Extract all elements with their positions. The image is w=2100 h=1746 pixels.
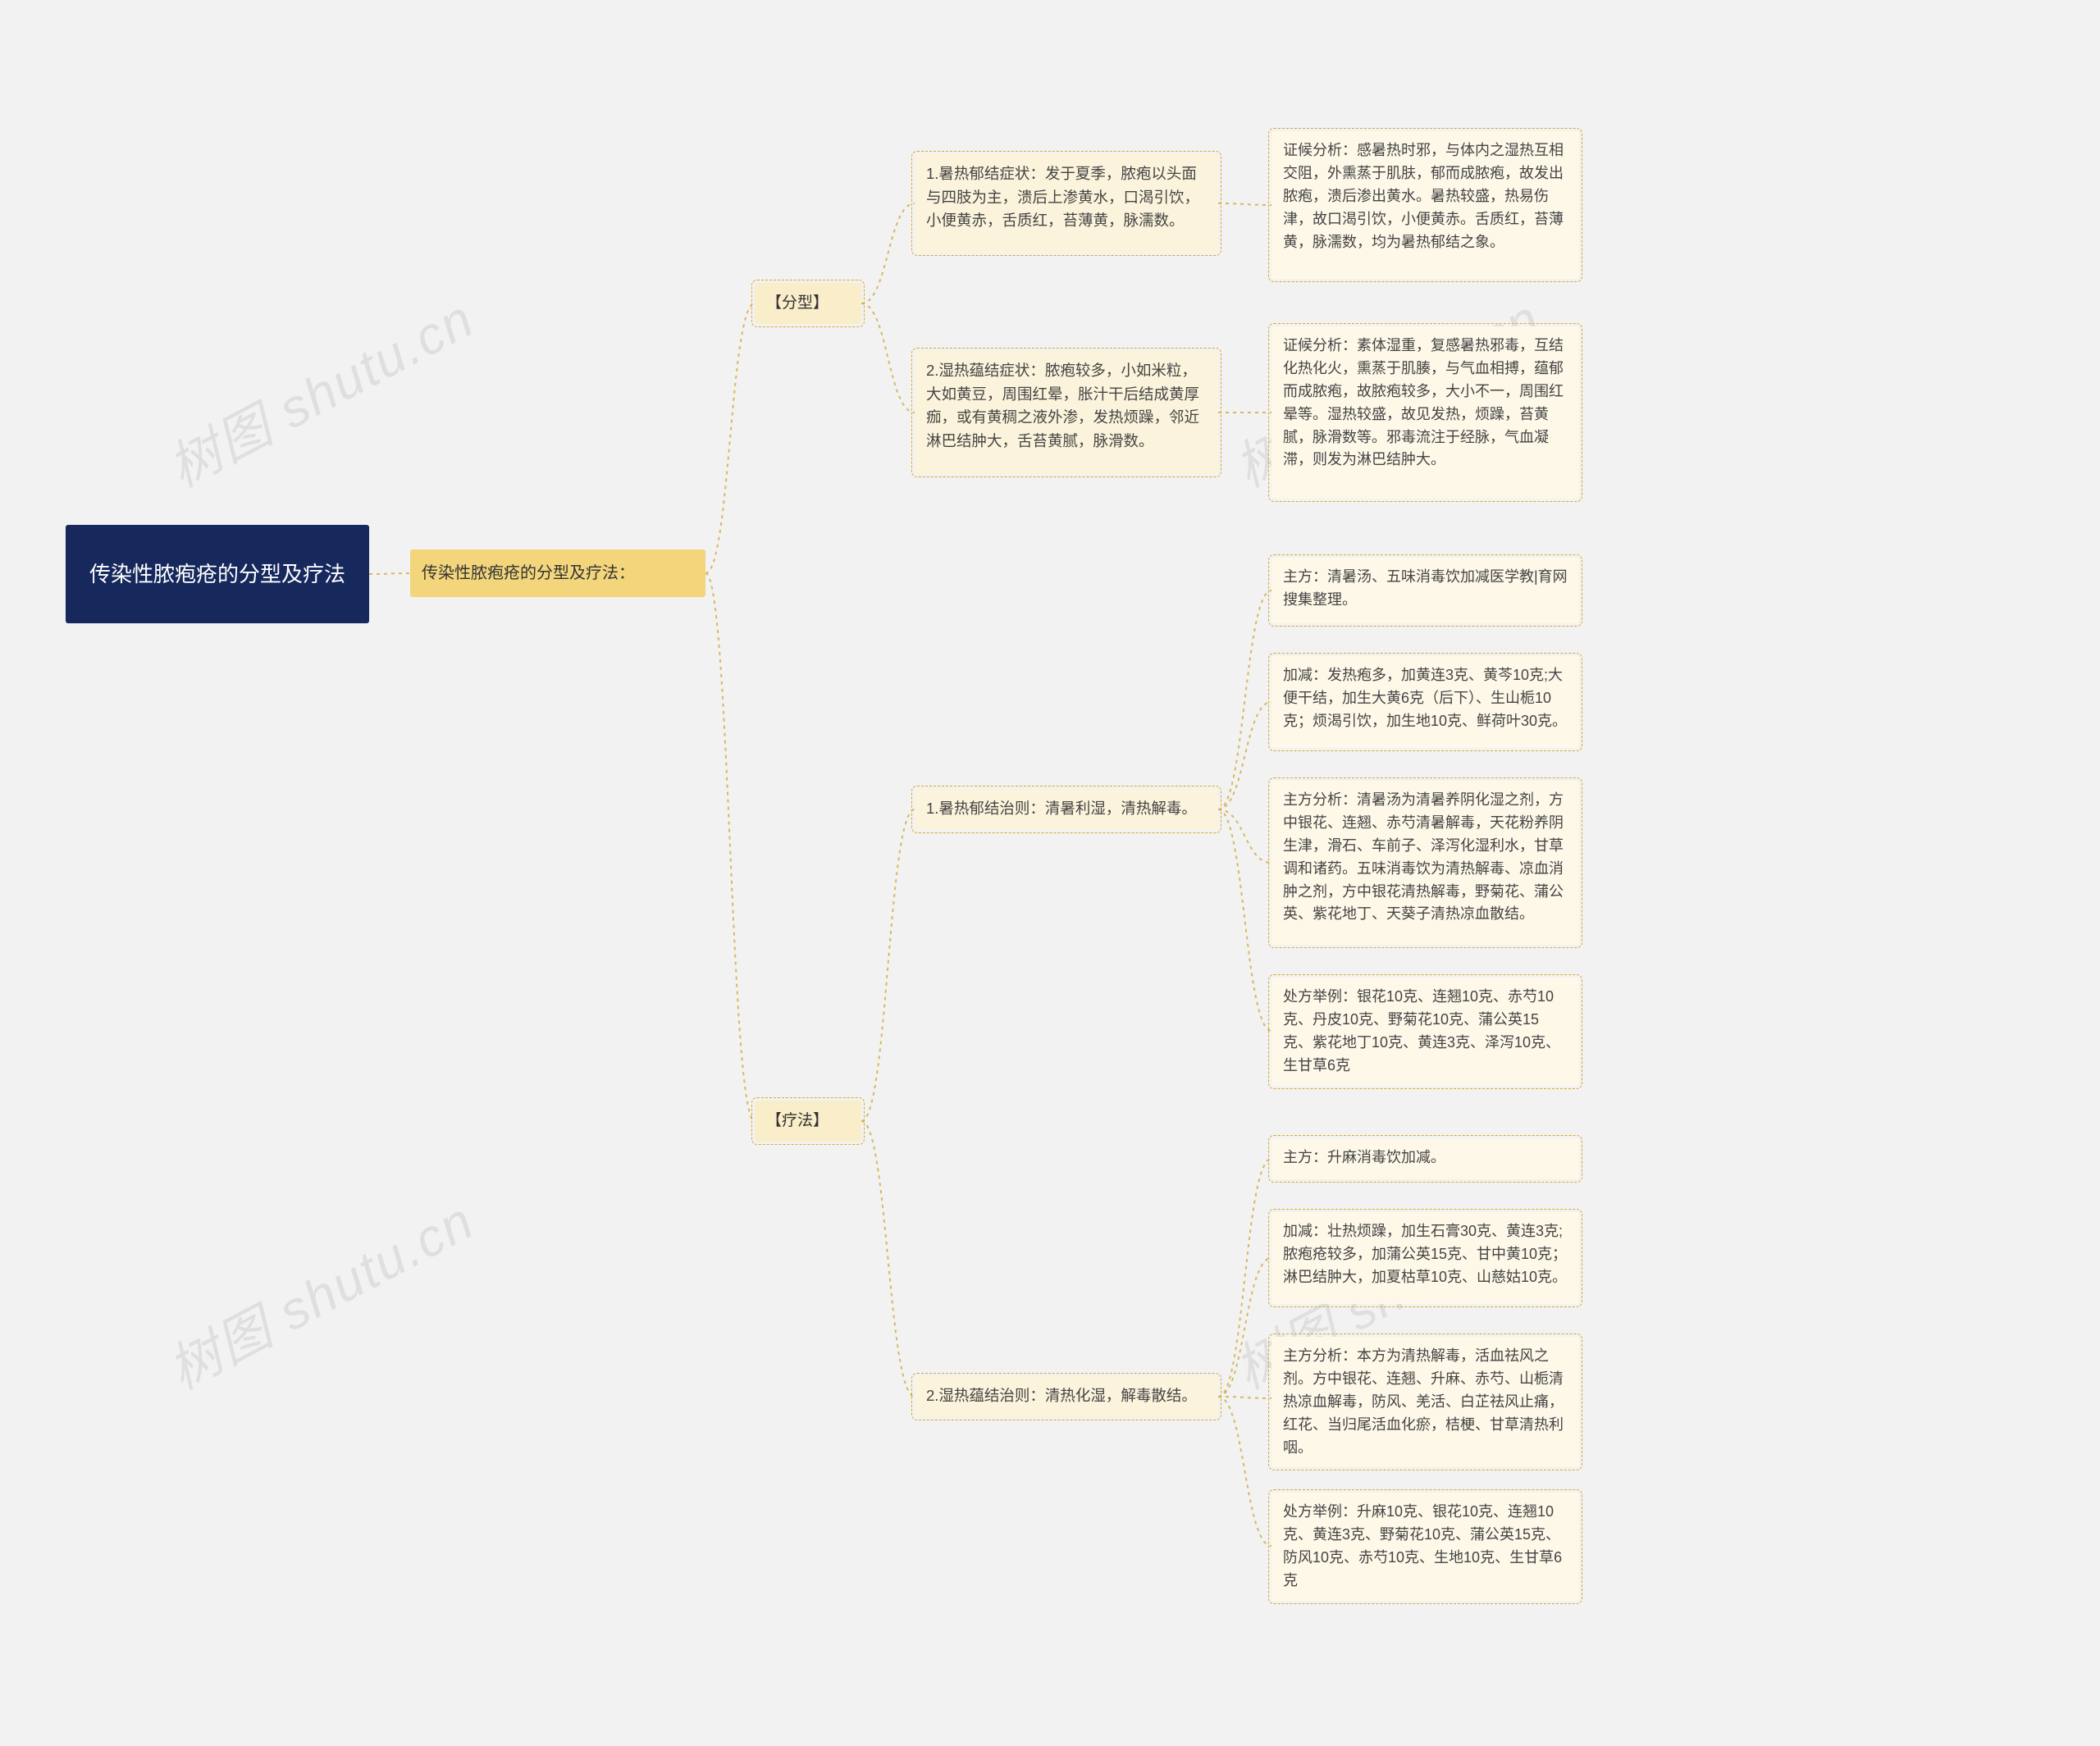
therapy-1-modifications[interactable]: 加减：发热疱多，加黄连3克、黄芩10克;大便干结，加生大黄6克（后下）、生山栀1…	[1271, 656, 1579, 748]
root-node[interactable]: 传染性脓疱疮的分型及疗法	[66, 525, 369, 623]
therapy-2-principle[interactable]: 2.湿热蕴结治则：清热化湿，解毒散结。	[915, 1376, 1218, 1417]
therapy-2-formula-analysis[interactable]: 主方分析：本方为清热解毒，活血祛风之剂。方中银花、连翘、升麻、赤芍、山栀清热凉血…	[1271, 1337, 1579, 1467]
branch-node[interactable]: 传染性脓疱疮的分型及疗法：	[410, 549, 705, 597]
mindmap-canvas: 树图 shutu.cn 树图 shutu.cn 树图 shutu.cn 树图 s…	[0, 0, 2100, 1746]
therapy-1-principle[interactable]: 1.暑热郁结治则：清暑利湿，清热解毒。	[915, 789, 1218, 830]
therapy-2-prescription[interactable]: 处方举例：升麻10克、银花10克、连翘10克、黄连3克、野菊花10克、蒲公英15…	[1271, 1493, 1579, 1601]
connectors-svg	[0, 0, 2100, 1746]
therapy-2-mainformula[interactable]: 主方：升麻消毒饮加减。	[1271, 1138, 1579, 1179]
section-fenxing[interactable]: 【分型】	[755, 283, 861, 324]
type-2-analysis[interactable]: 证候分析：素体湿重，复感暑热邪毒，互结化热化火，熏蒸于肌腠，与气血相搏，蕴郁而成…	[1271, 326, 1579, 499]
type-2-symptoms[interactable]: 2.湿热蕴结症状：脓疱较多，小如米粒，大如黄豆，周围红晕，胀汁干后结成黄厚痂，或…	[915, 351, 1218, 474]
therapy-1-mainformula[interactable]: 主方：清暑汤、五味消毒饮加减医学教|育网搜集整理。	[1271, 558, 1579, 623]
type-1-symptoms[interactable]: 1.暑热郁结症状：发于夏季，脓疱以头面与四肢为主，溃后上渗黄水，口渴引饮，小便黄…	[915, 154, 1218, 253]
therapy-1-formula-analysis[interactable]: 主方分析：清暑汤为清暑养阴化湿之剂，方中银花、连翘、赤芍清暑解毒，天花粉养阴生津…	[1271, 781, 1579, 945]
therapy-2-modifications[interactable]: 加减：壮热烦躁，加生石膏30克、黄连3克;脓疱疮较多，加蒲公英15克、甘中黄10…	[1271, 1212, 1579, 1304]
therapy-1-prescription[interactable]: 处方举例：银花10克、连翘10克、赤芍10克、丹皮10克、野菊花10克、蒲公英1…	[1271, 978, 1579, 1086]
watermark: 树图 shutu.cn	[153, 277, 486, 502]
watermark: 树图 shutu.cn	[153, 1179, 486, 1404]
section-liaofa[interactable]: 【疗法】	[755, 1101, 861, 1142]
type-1-analysis[interactable]: 证候分析：感暑热时邪，与体内之湿热互相交阻，外熏蒸于肌肤，郁而成脓疱，故发出脓疱…	[1271, 131, 1579, 279]
